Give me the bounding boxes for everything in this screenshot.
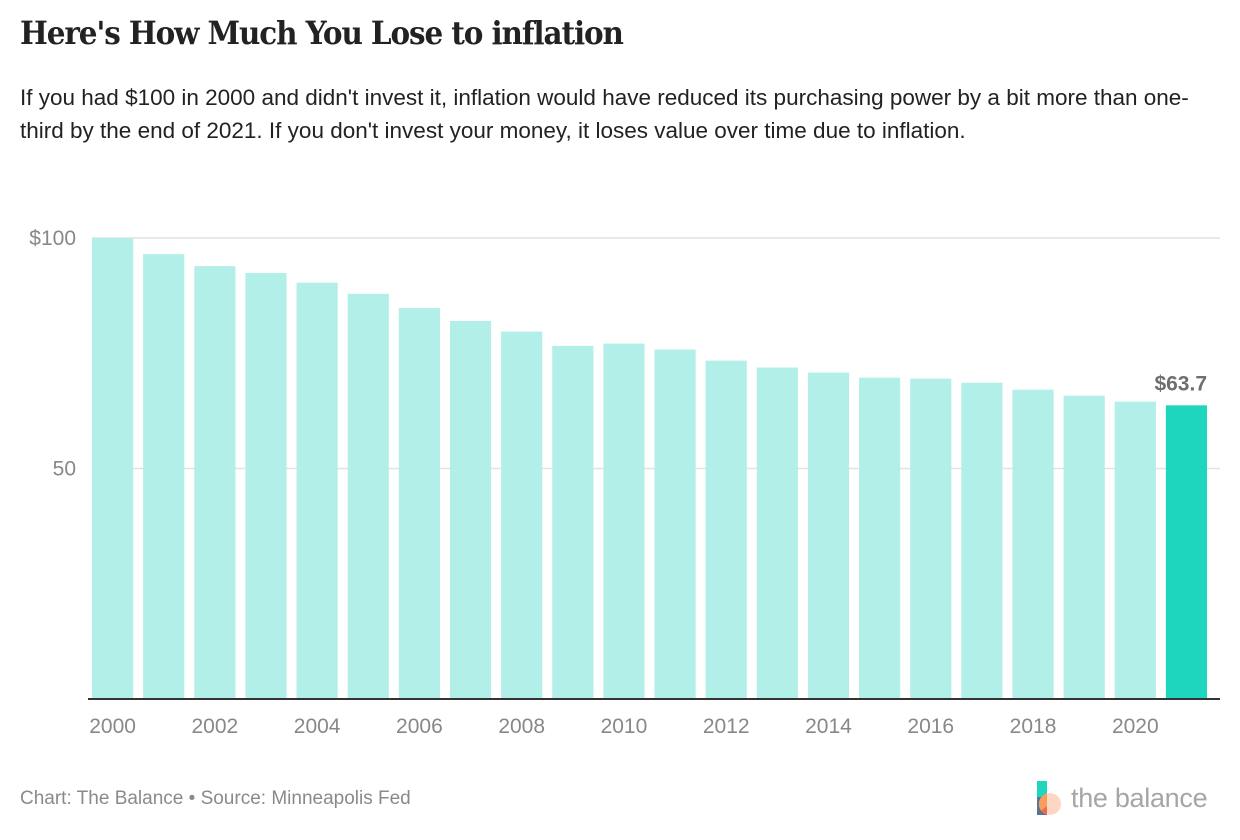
bar-2013 — [756, 367, 798, 699]
x-tick-label-2000: 2000 — [89, 715, 136, 738]
x-tick-label-2004: 2004 — [294, 715, 341, 738]
x-tick-label-2010: 2010 — [601, 715, 648, 738]
bar-2000 — [92, 238, 134, 699]
chart-source-credit: Chart: The Balance • Source: Minneapolis… — [20, 788, 411, 809]
bar-2005 — [347, 293, 389, 699]
brand-logo-link[interactable]: the balance — [1035, 780, 1208, 816]
chart-title: Here's How Much You Lose to inflation — [20, 14, 624, 52]
value-label-2021: $63.7 — [1154, 372, 1207, 395]
bar-2015 — [859, 377, 901, 699]
bar-2012 — [705, 360, 747, 699]
bar-2016 — [910, 378, 952, 699]
x-tick-label-2008: 2008 — [498, 715, 545, 738]
bar-2018 — [1012, 389, 1054, 699]
bar-2009 — [552, 345, 594, 699]
x-tick-label-2016: 2016 — [907, 715, 954, 738]
bars — [92, 238, 1208, 699]
bar-2017 — [961, 382, 1003, 699]
bar-2003 — [245, 273, 287, 699]
bar-2007 — [449, 320, 492, 699]
x-tick-label-2012: 2012 — [703, 715, 750, 738]
the-balance-logo-icon — [1035, 781, 1065, 815]
y-tick-label-100: $100 — [29, 227, 76, 250]
bar-2008 — [501, 331, 543, 699]
bar-2001 — [143, 254, 185, 699]
x-tick-label-2006: 2006 — [396, 715, 443, 738]
labels: 50 $100 2000 2002 2004 2006 2008 2010 2012 2014 20… — [29, 227, 1207, 738]
bar-chart: 50 $100 2000 2002 2004 2006 2008 2010 2012 2014 20… — [29, 227, 1220, 738]
bar-2006 — [398, 308, 440, 699]
x-tick-label-2020: 2020 — [1112, 715, 1159, 738]
bar-2021 — [1165, 405, 1208, 699]
x-tick-label-2002: 2002 — [191, 715, 238, 738]
chart-subtitle: If you had $100 in 2000 and didn't inves… — [20, 85, 1189, 143]
brand-name: the balance — [1071, 782, 1208, 813]
bar-2019 — [1063, 395, 1105, 699]
x-tick-label-2018: 2018 — [1010, 715, 1057, 738]
x-tick-label-2014: 2014 — [805, 715, 852, 738]
bar-2020 — [1114, 401, 1156, 699]
bar-2011 — [654, 349, 696, 699]
bar-2010 — [603, 343, 645, 699]
y-tick-label-50: 50 — [53, 458, 76, 481]
bar-2004 — [296, 282, 338, 699]
bar-2014 — [807, 372, 850, 699]
bar-2002 — [194, 266, 236, 699]
